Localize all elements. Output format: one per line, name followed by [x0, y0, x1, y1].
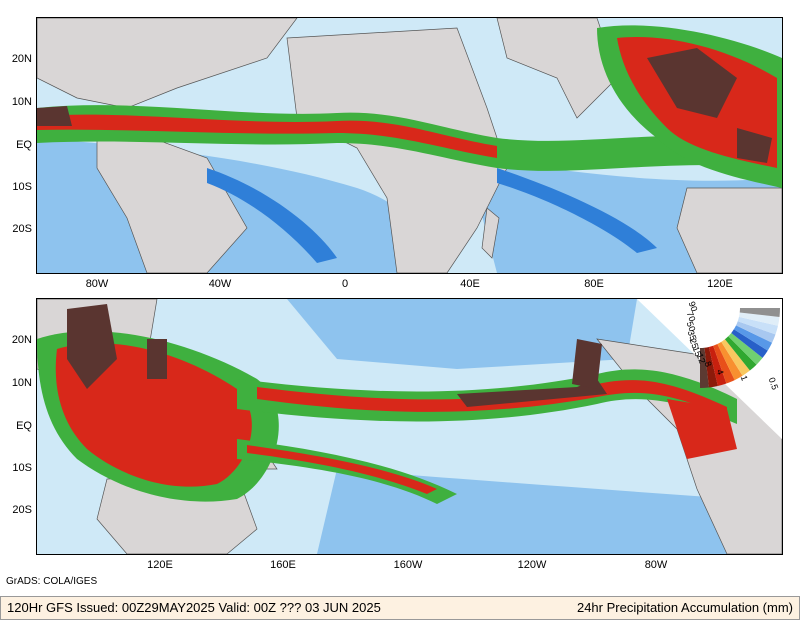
- legend-labels: 90 70 50 35 25 15 12 8 4 1 0.5: [685, 298, 800, 398]
- bottom-lat-label-20n: 20N: [11, 334, 32, 346]
- legend-swatch: [717, 341, 743, 381]
- product-title: 24hr Precipitation Accumulation (mm): [576, 600, 793, 615]
- legend-label-0-5: 0.5: [766, 376, 781, 392]
- legend-swatch: [704, 346, 718, 388]
- bottom-lon-label-160w: 160W: [393, 559, 423, 571]
- legend-label-1: 1: [738, 374, 750, 383]
- precip-map-bottom: [37, 299, 782, 554]
- bottom-lat-label-20s: 20S: [12, 504, 32, 516]
- legend-swatch: [724, 336, 757, 371]
- top-lat-label-eq: EQ: [16, 139, 32, 151]
- bottom-lon-label-120w: 120W: [517, 559, 547, 571]
- top-lon-label-40e: 40E: [460, 278, 480, 290]
- grads-credit: GrADS: COLA/IGES: [6, 576, 98, 587]
- bottom-lon-label-160e: 160E: [270, 559, 296, 571]
- legend-fan: [700, 308, 780, 388]
- legend-swatch: [736, 321, 776, 343]
- bottom-lat-label-10s: 10S: [12, 462, 32, 474]
- top-lon-label-80w: 80W: [85, 278, 109, 290]
- top-lon-label-80e: 80E: [584, 278, 604, 290]
- legend-swatch: [713, 344, 735, 384]
- bottom-lon-label-120e: 120E: [147, 559, 173, 571]
- map-panel-atlantic-indian: [36, 17, 783, 274]
- footer-bar: 120Hr GFS Issued: 00Z29MAY2025 Valid: 00…: [0, 596, 800, 620]
- map-panel-pacific: [36, 298, 783, 555]
- bottom-lat-label-10n: 10N: [11, 377, 32, 389]
- bottom-lat-label-eq: EQ: [16, 420, 32, 432]
- legend-swatch: [728, 332, 763, 365]
- legend-swatch: [700, 347, 709, 388]
- top-lat-label-20n: 20N: [11, 53, 32, 65]
- top-lat-label-10n: 10N: [11, 96, 32, 108]
- legend-label-4: 4: [714, 368, 726, 377]
- legend-swatch: [737, 316, 778, 335]
- bottom-lon-label-80w: 80W: [644, 559, 668, 571]
- legend-swatch: [739, 308, 780, 317]
- top-lon-label-40w: 40W: [208, 278, 232, 290]
- top-lon-label-0: 0: [341, 278, 349, 290]
- top-lat-label-10s: 10S: [12, 181, 32, 193]
- legend-swatch: [733, 325, 773, 351]
- precip-map-top: [37, 18, 782, 273]
- precip-legend: [690, 298, 785, 393]
- legend-swatch: [708, 345, 727, 386]
- top-lat-label-20s: 20S: [12, 223, 32, 235]
- forecast-info: 120Hr GFS Issued: 00Z29MAY2025 Valid: 00…: [7, 600, 381, 615]
- top-lon-label-120e: 120E: [707, 278, 733, 290]
- legend-swatch: [721, 339, 750, 376]
- legend-swatch: [731, 329, 768, 358]
- legend-swatch: [738, 312, 780, 326]
